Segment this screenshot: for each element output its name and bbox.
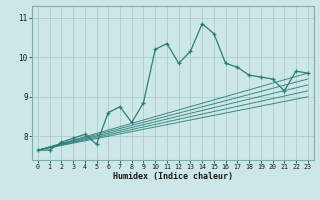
X-axis label: Humidex (Indice chaleur): Humidex (Indice chaleur) xyxy=(113,172,233,181)
